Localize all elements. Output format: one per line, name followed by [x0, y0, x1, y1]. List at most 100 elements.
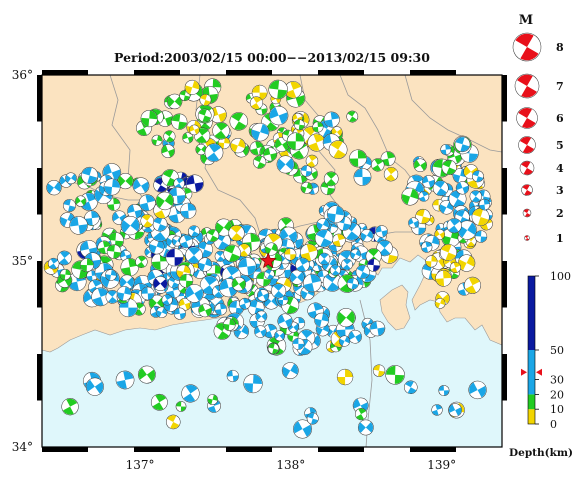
- event-beachball: [457, 254, 476, 272]
- event-beachball: [323, 171, 339, 187]
- event-beachball: [223, 318, 236, 331]
- event-beachball: [140, 109, 158, 128]
- event-beachball: [303, 273, 322, 293]
- event-beachball: [421, 241, 433, 253]
- event-beachball: [284, 81, 302, 99]
- frame-tick-left: [37, 354, 42, 401]
- event-beachball: [239, 297, 251, 310]
- magnitude-legend-label: 5: [556, 139, 564, 152]
- event-beachball: [264, 268, 275, 280]
- map-title: Period:2003/02/15 00:00−−2013/02/15 09:3…: [114, 50, 430, 65]
- event-beachball: [372, 364, 386, 377]
- magnitude-legend-label: 4: [556, 162, 564, 175]
- event-beachball: [206, 229, 220, 242]
- event-beachball: [65, 172, 77, 185]
- depth-band: [528, 394, 535, 410]
- event-beachball: [281, 362, 299, 379]
- magnitude-legend: M 8 7 6 5 4 3 2 1: [512, 13, 564, 245]
- event-beachball: [107, 197, 121, 211]
- longitude-label: 137°: [126, 458, 155, 472]
- event-beachball: [229, 112, 248, 131]
- event-beachball: [292, 337, 305, 350]
- event-beachball: [117, 173, 134, 190]
- magnitude-legend-label: 6: [556, 112, 564, 125]
- event-beachball: [300, 243, 318, 262]
- event-beachball: [59, 269, 71, 281]
- event-beachball: [138, 194, 156, 212]
- event-beachball: [179, 273, 194, 288]
- event-beachball: [376, 239, 393, 257]
- event-beachball: [293, 119, 305, 131]
- frame-tick-bottom: [42, 447, 88, 452]
- event-beachball: [173, 307, 186, 320]
- event-beachball: [181, 384, 200, 403]
- event-beachball: [171, 235, 183, 247]
- magnitude-legend-label: 1: [556, 232, 564, 245]
- event-beachball: [198, 303, 212, 318]
- event-beachball: [293, 419, 313, 439]
- frame-tick-top: [134, 70, 180, 75]
- event-beachball: [469, 190, 482, 203]
- event-beachball: [264, 242, 278, 256]
- event-beachball: [256, 289, 270, 302]
- event-beachball: [306, 412, 319, 425]
- event-beachball: [369, 320, 386, 337]
- frame-tick-bottom: [410, 447, 456, 452]
- event-beachball: [79, 258, 94, 273]
- event-beachball: [448, 403, 462, 417]
- map-frame-ticks: [37, 70, 507, 452]
- event-beachball: [336, 368, 354, 386]
- magnitude-legend-ball: [519, 160, 535, 176]
- event-beachball: [341, 258, 353, 271]
- magnitude-legend-ball: [516, 107, 538, 129]
- event-beachball: [152, 276, 168, 292]
- event-beachball: [254, 325, 267, 338]
- event-beachball: [383, 167, 399, 182]
- longitude-labels: 137° 138° 139°: [126, 458, 457, 472]
- event-beachball: [276, 155, 295, 174]
- event-beachball: [163, 130, 176, 143]
- frame-tick-bottom: [134, 447, 180, 452]
- event-beachball: [326, 205, 345, 224]
- event-beachball: [336, 308, 356, 328]
- frame-tick-right: [502, 168, 507, 215]
- event-beachball: [385, 365, 405, 385]
- event-beachball: [69, 216, 88, 235]
- frame-tick-right: [502, 75, 507, 122]
- event-beachball: [46, 180, 62, 196]
- depth-marker-right: [536, 368, 542, 376]
- depth-tick-label: 30: [550, 374, 564, 387]
- event-beachball: [197, 257, 213, 272]
- magnitude-legend-label: 3: [556, 184, 564, 197]
- latitude-label: 34°: [12, 440, 33, 454]
- event-beachball: [371, 158, 385, 172]
- depth-tick-label: 20: [550, 388, 564, 401]
- event-beachball: [81, 166, 99, 185]
- event-beachball: [151, 134, 163, 146]
- event-beachball: [189, 124, 200, 136]
- event-beachball: [135, 255, 148, 269]
- event-beachball: [439, 200, 454, 215]
- frame-tick-top: [42, 70, 88, 75]
- event-beachball: [300, 181, 313, 194]
- event-beachball: [57, 250, 72, 266]
- event-beachball: [339, 335, 351, 347]
- depth-band: [528, 350, 535, 395]
- magnitude-legend-ball: [514, 73, 540, 99]
- event-beachball: [449, 261, 461, 274]
- event-beachball: [214, 303, 227, 316]
- event-beachball: [119, 274, 135, 290]
- event-beachball: [188, 225, 200, 238]
- event-beachball: [137, 365, 156, 384]
- event-beachball: [367, 258, 381, 272]
- event-beachball: [274, 330, 286, 342]
- event-beachball: [249, 96, 263, 110]
- event-beachball: [357, 419, 374, 436]
- event-beachball: [105, 290, 120, 304]
- event-beachball: [150, 393, 168, 411]
- frame-tick-bottom: [226, 447, 272, 452]
- event-beachball: [474, 230, 488, 243]
- event-beachball: [155, 191, 174, 211]
- event-beachball: [132, 177, 150, 195]
- event-beachball: [226, 369, 239, 383]
